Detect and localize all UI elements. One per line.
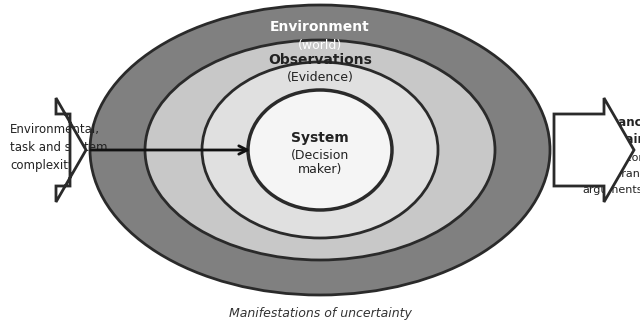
Text: Observations: Observations (268, 53, 372, 67)
Polygon shape (56, 98, 86, 202)
Text: (world): (world) (298, 38, 342, 52)
Text: arguments: arguments (582, 185, 640, 195)
Text: maker): maker) (298, 164, 342, 176)
Ellipse shape (202, 62, 438, 238)
Text: complexity: complexity (10, 159, 75, 172)
Text: Environment: Environment (270, 20, 370, 34)
Text: Lack of confidence: Lack of confidence (582, 153, 640, 163)
Text: in assurance: in assurance (582, 169, 640, 179)
Text: Uncertainty:: Uncertainty: (582, 134, 640, 146)
Text: Environmental,: Environmental, (10, 124, 100, 137)
Text: Manifestations of uncertainty: Manifestations of uncertainty (228, 307, 412, 320)
Text: Assurance: Assurance (582, 115, 640, 128)
Ellipse shape (90, 5, 550, 295)
Text: task and system: task and system (10, 141, 108, 155)
Text: (Decision: (Decision (291, 149, 349, 161)
Ellipse shape (145, 40, 495, 260)
Text: System: System (291, 131, 349, 145)
Polygon shape (554, 98, 634, 202)
Ellipse shape (248, 90, 392, 210)
Text: (Evidence): (Evidence) (287, 70, 353, 83)
